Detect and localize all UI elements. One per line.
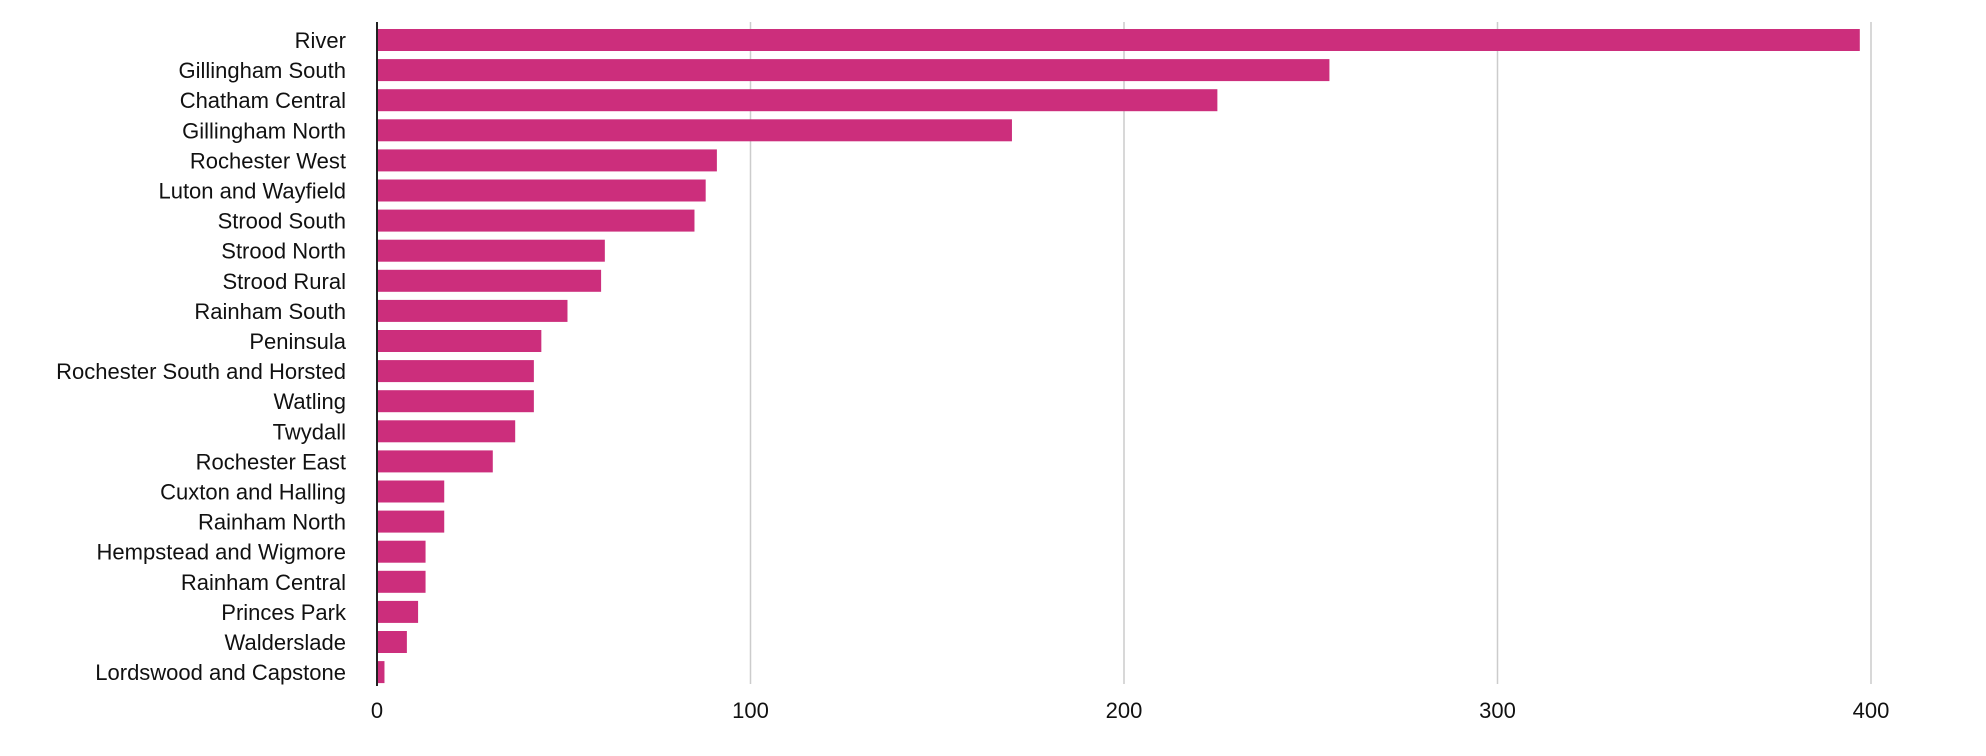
bar-cuxton-and-halling	[377, 480, 445, 503]
category-label: Twydall	[273, 419, 346, 444]
category-label: Watling	[273, 389, 346, 414]
category-label: Peninsula	[249, 329, 346, 354]
category-label: Luton and Wayfield	[158, 179, 346, 204]
x-tick-label: 300	[1479, 698, 1516, 723]
category-label: Rainham Central	[181, 570, 346, 595]
category-label: Rochester West	[190, 148, 346, 173]
bar-chatham-central	[377, 89, 1218, 112]
x-tick-label: 200	[1106, 698, 1143, 723]
bar-rainham-central	[377, 570, 426, 593]
bar-luton-and-wayfield	[377, 179, 706, 202]
category-label: River	[295, 28, 346, 53]
bar-rainham-south	[377, 299, 568, 322]
category-label: Chatham Central	[180, 88, 346, 113]
category-label: Lordswood and Capstone	[95, 660, 346, 685]
x-axis-tick-labels: 0 100 200 300 400	[371, 698, 1889, 723]
bar-peninsula	[377, 330, 542, 352]
category-label: Gillingham South	[178, 58, 346, 83]
bar-rochester-west	[377, 149, 717, 172]
category-label: Rainham South	[194, 299, 346, 324]
x-tick-label: 400	[1853, 698, 1890, 723]
bar-rainham-north	[377, 510, 445, 533]
bar-lordswood-and-capstone	[377, 661, 385, 684]
bar-rochester-east	[377, 450, 493, 473]
category-label: Cuxton and Halling	[160, 480, 346, 505]
bar-watling	[377, 390, 534, 413]
bar-walderslade	[377, 631, 407, 653]
bar-rochester-south-and-horsted	[377, 360, 534, 383]
bar-gillingham-north	[377, 119, 1012, 142]
bar-gillingham-south	[377, 59, 1330, 82]
category-label: Strood Rural	[222, 269, 346, 294]
bars	[377, 29, 1860, 684]
category-labels: River Gillingham South Chatham Central Gill…	[56, 28, 347, 685]
bar-hempstead-and-wigmore	[377, 540, 426, 563]
x-tick-label: 100	[732, 698, 769, 723]
category-label: Gillingham North	[182, 118, 346, 143]
x-tick-label: 0	[371, 698, 383, 723]
bar-princes-park	[377, 600, 419, 623]
category-label: Rochester East	[196, 449, 346, 474]
category-label: Rainham North	[198, 510, 346, 535]
category-label: Strood North	[221, 239, 346, 264]
category-label: Walderslade	[225, 630, 346, 655]
category-label: Princes Park	[221, 600, 347, 625]
bar-twydall	[377, 420, 516, 443]
gridlines	[749, 22, 1872, 684]
bar-strood-north	[377, 239, 605, 262]
bar-strood-rural	[377, 269, 602, 292]
category-label: Hempstead and Wigmore	[97, 540, 346, 565]
bar-river	[377, 29, 1860, 51]
category-label: Rochester South and Horsted	[56, 359, 346, 384]
category-label: Strood South	[218, 209, 346, 234]
bar-strood-south	[377, 209, 695, 232]
